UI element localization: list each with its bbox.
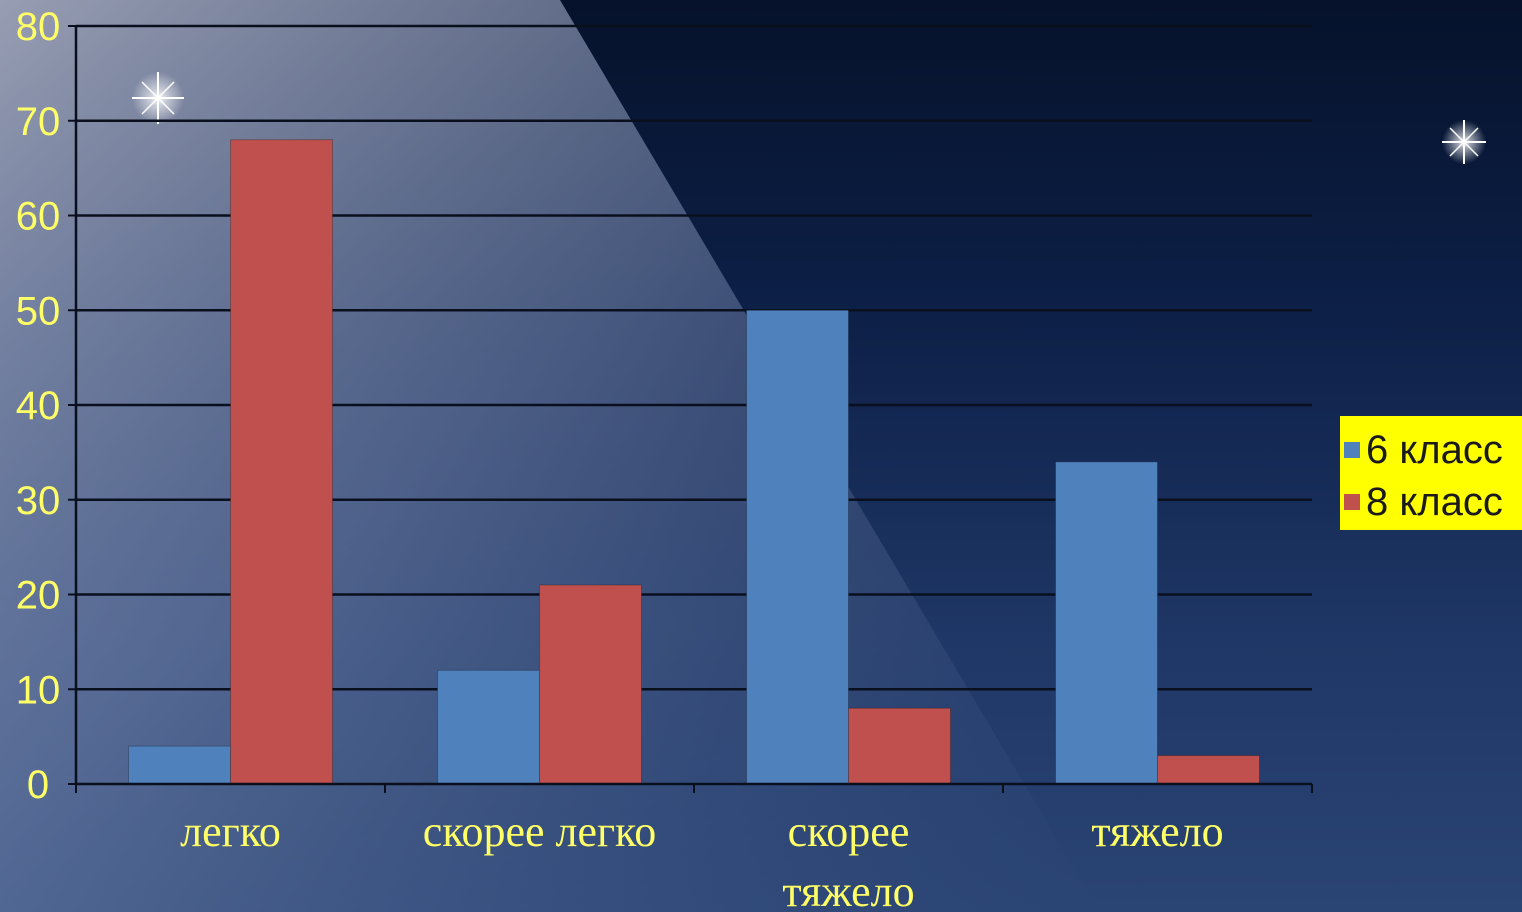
axes	[68, 25, 1313, 793]
bar-8-class	[1157, 755, 1260, 785]
legend-label-6: 6 класс	[1366, 427, 1503, 472]
x-tick-label: тяжело	[782, 867, 914, 912]
bar-8-class	[539, 584, 642, 785]
bar-8-class	[848, 707, 951, 785]
x-tick-label: скорее легко	[423, 807, 656, 856]
bar-8-class	[230, 139, 333, 785]
x-axis-ticks: легко скорее легко скорее тяжело тяжело	[180, 807, 1223, 912]
bar-6-class	[128, 745, 231, 785]
bar-6-class	[1055, 461, 1158, 785]
y-axis-ticks: 0 10 20 30 40 50 60 70 80	[16, 5, 61, 807]
bars	[128, 139, 1260, 785]
legend: 6 класс 8 класс	[1340, 416, 1522, 530]
legend-swatch-8	[1344, 494, 1360, 510]
y-tick-label: 60	[16, 195, 61, 239]
y-tick-label: 50	[16, 289, 61, 333]
bar-6-class	[437, 669, 540, 785]
legend-item-8: 8 класс	[1340, 476, 1522, 528]
y-tick-label: 30	[16, 479, 61, 523]
y-tick-label: 80	[16, 5, 61, 49]
legend-swatch-6	[1344, 442, 1360, 458]
y-tick-label: 0	[27, 763, 49, 807]
x-tick-label: легко	[180, 807, 281, 856]
y-tick-label: 20	[16, 574, 61, 618]
y-tick-label: 10	[16, 668, 61, 712]
bar-6-class	[746, 309, 849, 785]
star-icon	[132, 72, 184, 124]
x-tick-label: тяжело	[1091, 807, 1223, 856]
legend-label-8: 8 класс	[1366, 479, 1503, 524]
legend-item-6: 6 класс	[1340, 424, 1522, 476]
y-tick-label: 70	[16, 100, 61, 144]
star-icon	[1442, 120, 1486, 164]
x-tick-label: скорее	[788, 807, 910, 856]
y-tick-label: 40	[16, 384, 61, 428]
